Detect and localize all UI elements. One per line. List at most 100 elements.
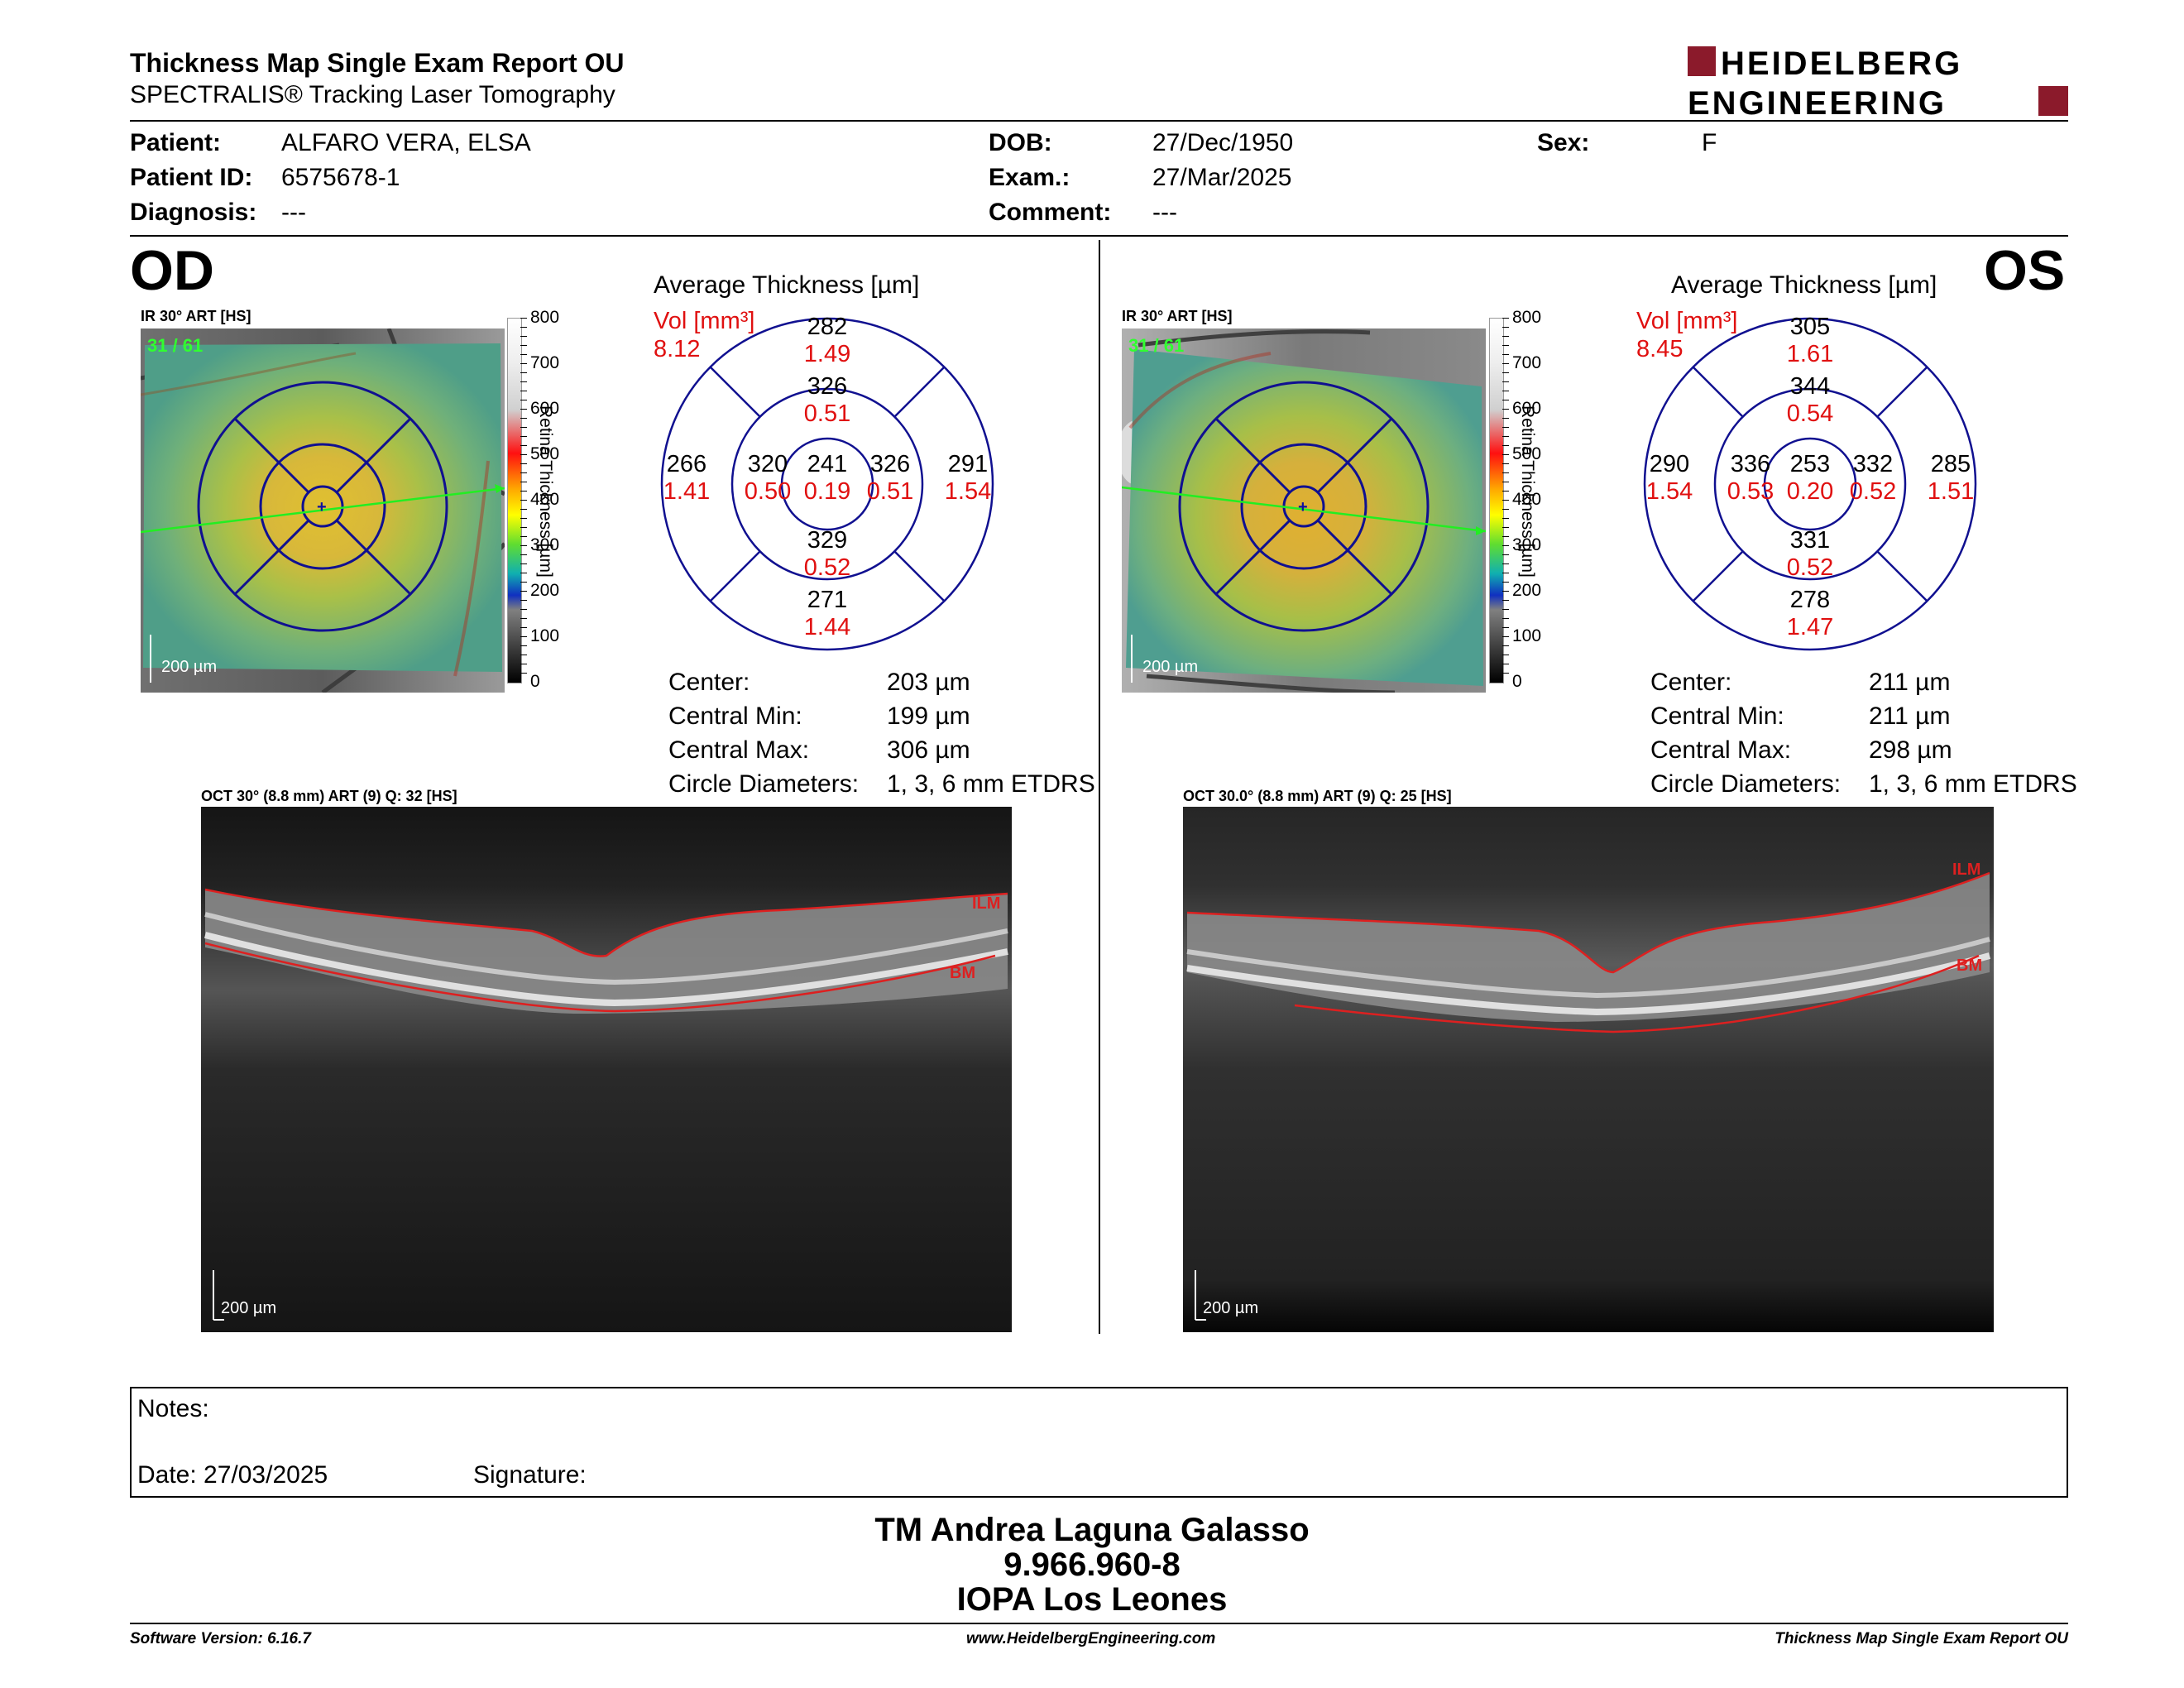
os-grid-values: 305 1.61 344 0.54 253 0.20 331 0.52 278 1.47 … bbox=[1636, 310, 1984, 658]
od-outer-left: 266 1.41 bbox=[663, 451, 711, 505]
report-title: Thickness Map Single Exam Report OU bbox=[130, 48, 625, 78]
od-inner-sup: 326 0.51 bbox=[803, 373, 851, 427]
od-frame-count: 31 / 61 bbox=[147, 335, 203, 356]
os-colorbar-tick: 300 bbox=[1512, 535, 1542, 554]
od-oct-scan: ILM BM 200 µm bbox=[201, 807, 1012, 1332]
od-ir-image-panel: IR 30° ART [HS] 31 / 61 bbox=[141, 306, 505, 695]
od-colorbar-tick: 0 bbox=[530, 672, 540, 691]
os-colorbar-tick: 700 bbox=[1512, 353, 1542, 372]
os-center: 253 0.20 bbox=[1786, 451, 1834, 505]
os-oct-scale: 200 µm bbox=[1203, 1299, 1258, 1317]
signature-label: Signature: bbox=[473, 1461, 587, 1489]
od-vol-label: Vol [mm³] bbox=[654, 308, 755, 334]
footer-report-name: Thickness Map Single Exam Report OU bbox=[1774, 1630, 2068, 1647]
od-thickness-map: 31 / 61 + 200 µm bbox=[141, 328, 505, 693]
patient-label: Patient: bbox=[130, 129, 222, 156]
eye-divider bbox=[1099, 240, 1100, 1334]
od-colorbar-tick: 800 bbox=[530, 308, 560, 327]
exam-label: Exam.: bbox=[989, 164, 1070, 191]
os-outer-sup: 305 1.61 bbox=[1786, 314, 1834, 367]
os-colorbar-tick: 100 bbox=[1512, 626, 1542, 645]
od-ir-scale: 200 µm bbox=[161, 658, 217, 676]
svg-text:+: + bbox=[317, 498, 327, 516]
od-grid-values: 282 1.49 326 0.51 241 0.19 329 0.52 271 1.44 … bbox=[654, 310, 1001, 658]
patient-id: 6575678-1 bbox=[281, 164, 400, 191]
sex-label: Sex: bbox=[1537, 129, 1590, 156]
os-ir-scale: 200 µm bbox=[1142, 658, 1198, 676]
od-oct-scale: 200 µm bbox=[221, 1299, 276, 1317]
os-oct-scan: ILM BM 200 µm bbox=[1183, 807, 1994, 1332]
eye-label-od: OD bbox=[130, 239, 214, 302]
exam-date: 27/Mar/2025 bbox=[1152, 164, 1292, 191]
signer-name: TM Andrea Laguna Galasso bbox=[874, 1512, 1310, 1548]
os-thickness-map: 31 / 61 + 200 µm bbox=[1122, 328, 1486, 693]
os-ir-caption: IR 30° ART [HS] bbox=[1122, 308, 1233, 324]
od-colorbar-tick: 700 bbox=[530, 353, 560, 372]
report-subtitle: SPECTRALIS® Tracking Laser Tomography bbox=[130, 81, 615, 108]
od-ir-caption: IR 30° ART [HS] bbox=[141, 308, 251, 324]
diagnosis-value: --- bbox=[281, 199, 306, 226]
sex-value: F bbox=[1702, 129, 1717, 156]
od-outer-inf: 271 1.44 bbox=[803, 587, 851, 640]
os-vol-value: 8.45 bbox=[1636, 336, 1684, 362]
svg-text:+: + bbox=[1298, 498, 1308, 516]
od-colorbar-tick: 300 bbox=[530, 535, 560, 554]
od-colorbar-label: Retina Thickness [µm] bbox=[536, 405, 555, 578]
heidelberg-logo: HEIDELBERG ENGINEERING bbox=[1688, 46, 2068, 119]
od-inner-right: 326 0.51 bbox=[866, 451, 914, 505]
os-colorbar-tick: 400 bbox=[1512, 490, 1542, 509]
header-divider bbox=[130, 120, 2068, 122]
notes-box[interactable]: Notes: Date: 27/03/2025 Signature: bbox=[130, 1387, 2068, 1498]
os-colorbar-label: Retina Thickness [µm] bbox=[1518, 405, 1537, 578]
os-vol-label: Vol [mm³] bbox=[1636, 308, 1738, 334]
os-inner-inf: 331 0.52 bbox=[1786, 527, 1834, 581]
os-avg-title: Average Thickness [µm] bbox=[1671, 271, 1937, 299]
os-colorbar-tick: 600 bbox=[1512, 399, 1542, 418]
os-ir-image-panel: IR 30° ART [HS] 31 / 61 bbox=[1122, 306, 1486, 695]
od-colorbar-tick: 200 bbox=[530, 581, 560, 600]
os-outer-right: 285 1.51 bbox=[1927, 451, 1975, 505]
diagnosis-label: Diagnosis: bbox=[130, 199, 257, 226]
od-inner-inf: 329 0.52 bbox=[803, 527, 851, 581]
logo-line2: ENGINEERING bbox=[1688, 85, 1947, 119]
os-colorbar-tick: 800 bbox=[1512, 308, 1542, 327]
footer-divider bbox=[130, 1623, 2068, 1624]
od-etdrs-grid bbox=[660, 317, 994, 651]
od-center: 241 0.19 bbox=[803, 451, 851, 505]
od-colorbar-tick: 500 bbox=[530, 444, 560, 463]
dob-value: 27/Dec/1950 bbox=[1152, 129, 1294, 156]
dob-label: DOB: bbox=[989, 129, 1052, 156]
od-outer-sup: 282 1.49 bbox=[803, 314, 851, 367]
date-label: Date: 27/03/2025 bbox=[137, 1461, 328, 1489]
info-divider bbox=[130, 235, 2068, 237]
os-bm-label: BM bbox=[1956, 957, 1982, 975]
eye-label-os: OS bbox=[1984, 239, 2066, 302]
os-inner-right: 332 0.52 bbox=[1849, 451, 1897, 505]
od-outer-right: 291 1.54 bbox=[944, 451, 992, 505]
od-ilm-label: ILM bbox=[972, 894, 1000, 913]
signer-id: 9.966.960-8 bbox=[1003, 1547, 1181, 1583]
od-colorbar: 800 700 600 500 400 300 200 100 0 Retina Thickne… bbox=[507, 308, 606, 691]
os-inner-left: 336 0.53 bbox=[1727, 451, 1774, 505]
signer-org: IOPA Los Leones bbox=[956, 1581, 1228, 1618]
os-colorbar-tick: 500 bbox=[1512, 444, 1542, 463]
od-colorbar-tick: 600 bbox=[530, 399, 560, 418]
comment-label: Comment: bbox=[989, 199, 1112, 226]
os-outer-left: 290 1.54 bbox=[1645, 451, 1693, 505]
os-frame-count: 31 / 61 bbox=[1128, 335, 1184, 356]
os-etdrs-grid bbox=[1643, 317, 1977, 651]
os-outer-inf: 278 1.47 bbox=[1786, 587, 1834, 640]
software-version: Software Version: 6.16.7 bbox=[130, 1630, 311, 1647]
od-vol-value: 8.12 bbox=[654, 336, 701, 362]
os-oct-caption: OCT 30.0° (8.8 mm) ART (9) Q: 25 [HS] bbox=[1183, 788, 1452, 804]
os-ilm-label: ILM bbox=[1952, 861, 1980, 879]
od-bm-label: BM bbox=[950, 964, 975, 982]
od-oct-caption: OCT 30° (8.8 mm) ART (9) Q: 32 [HS] bbox=[201, 788, 457, 804]
od-avg-title: Average Thickness [µm] bbox=[654, 271, 920, 299]
od-inner-left: 320 0.50 bbox=[744, 451, 792, 505]
os-colorbar: 800 700 600 500 400 300 200 100 0 Retina Thickne… bbox=[1489, 308, 1588, 691]
patient-name: ALFARO VERA, ELSA bbox=[281, 129, 531, 156]
os-colorbar-tick: 200 bbox=[1512, 581, 1542, 600]
od-colorbar-tick: 400 bbox=[530, 490, 560, 509]
website-link[interactable]: www.HeidelbergEngineering.com bbox=[966, 1630, 1216, 1647]
